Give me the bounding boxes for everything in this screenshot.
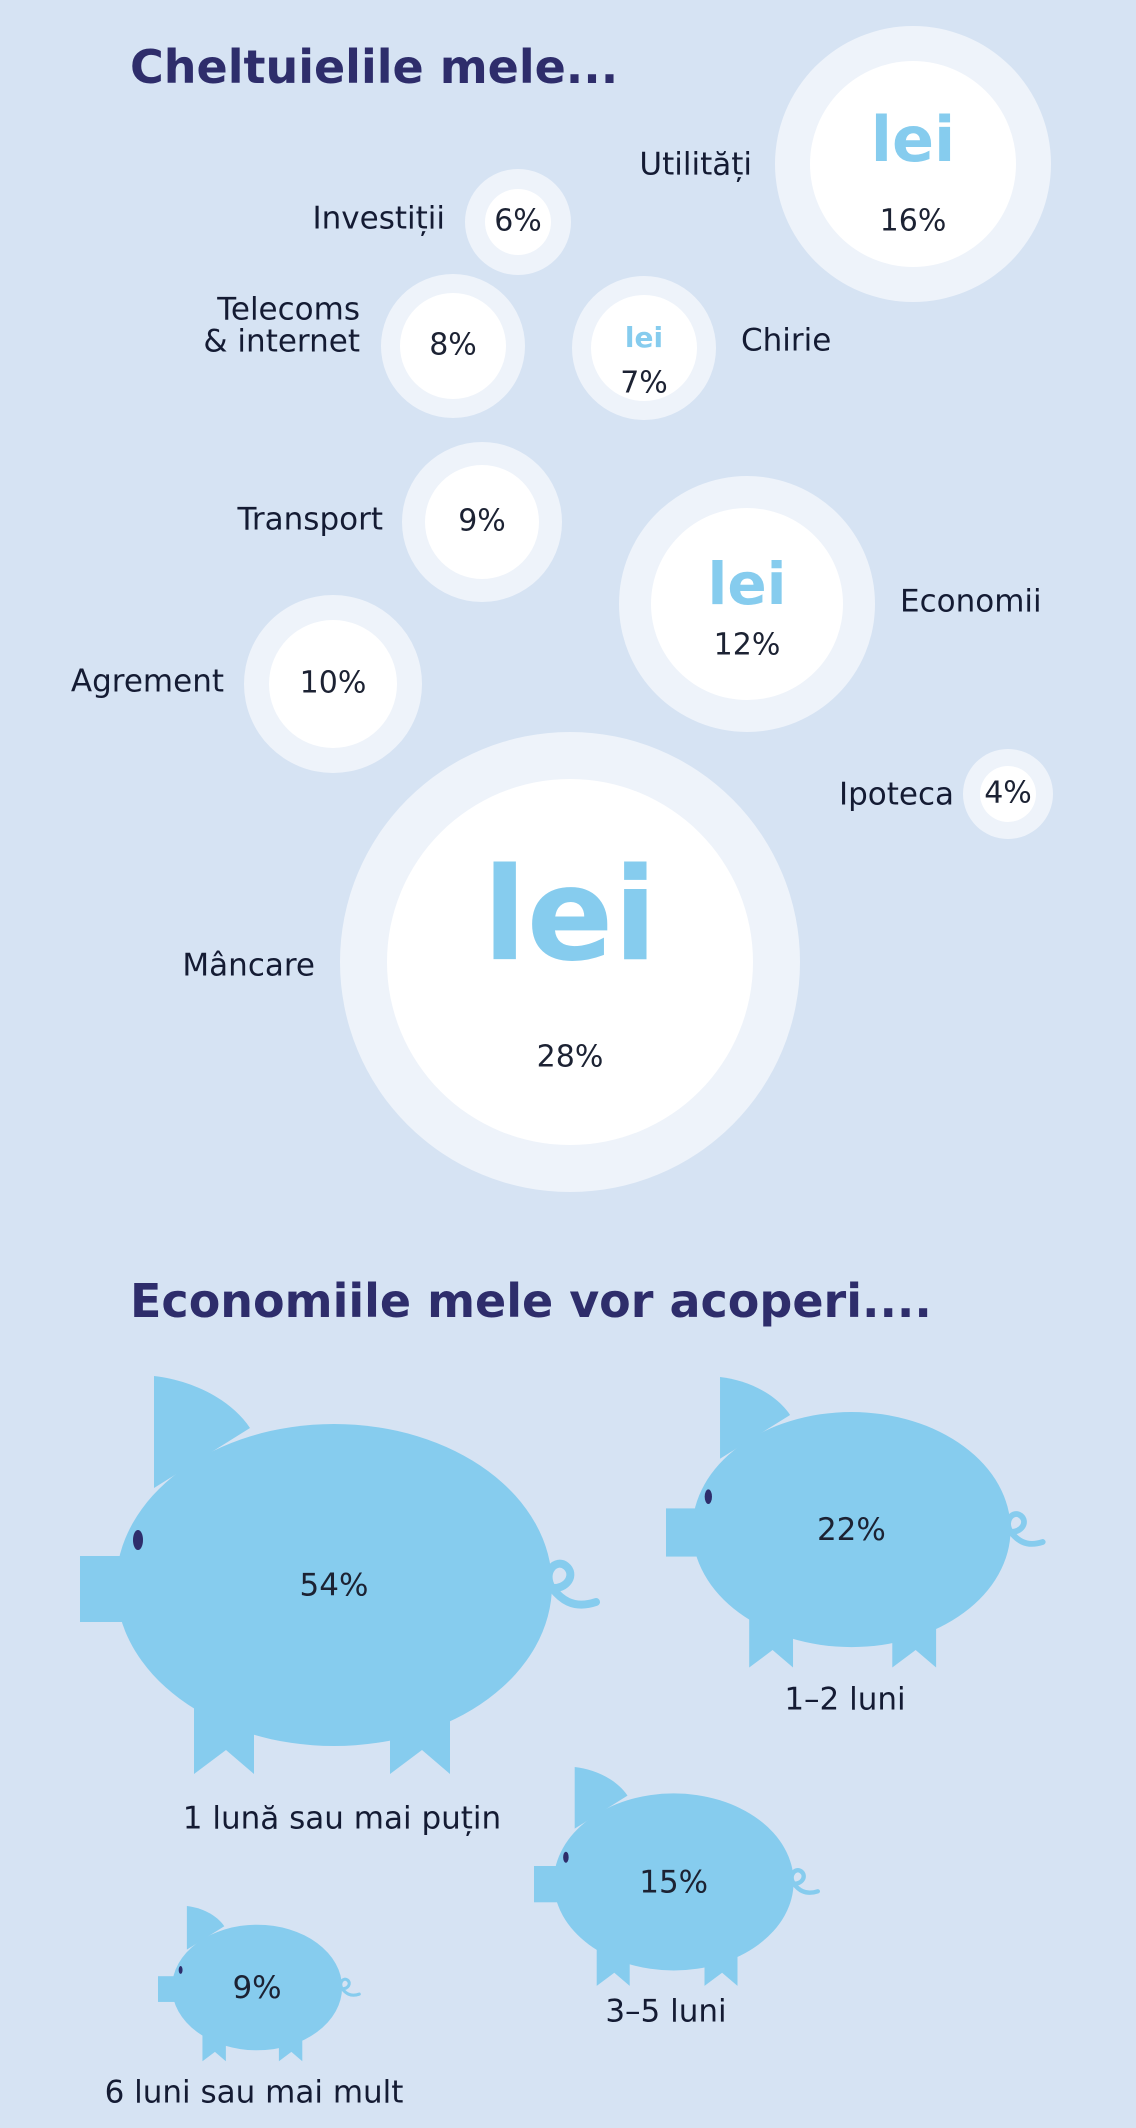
pig-group-1-2-luni: 22% 1–2 luni — [666, 1377, 1046, 1718]
pig-tail — [339, 1977, 361, 1997]
pig-eye — [178, 1966, 183, 1974]
bubble-percent-label: 7% — [620, 366, 668, 401]
lei-currency-icon: lei — [707, 550, 786, 618]
bubble-investitii: 6% Investiții — [312, 169, 571, 275]
bubble-category-label: Chirie — [741, 323, 831, 359]
bubble-percent-label: 8% — [429, 328, 477, 363]
lei-currency-icon: lei — [871, 103, 956, 176]
bubble-category-label: Ipoteca — [839, 777, 954, 813]
pig-group-3-5-luni: 15% 3–5 luni — [534, 1767, 821, 2030]
bubble-mancare: lei 28% Mâncare — [182, 732, 800, 1192]
bubble-percent-label: 6% — [494, 204, 542, 239]
bubble-inner-circle — [387, 779, 753, 1145]
pig-tail — [789, 1868, 821, 1895]
pig-body — [116, 1424, 552, 1746]
piggy-bank-icon — [534, 1767, 821, 1986]
pig-group-6-luni-sau-mai-mult: 9% 6 luni sau mai mult — [105, 1906, 404, 2111]
bubble-inner-circle — [485, 189, 551, 255]
piggy-bank-icon — [80, 1376, 600, 1774]
pig-tail — [544, 1559, 600, 1609]
expenses-title: Cheltuielile mele... — [130, 40, 618, 94]
bubble-utilitati: lei 16% Utilități — [639, 26, 1051, 302]
bubble-chirie: lei 7% Chirie — [572, 276, 831, 420]
bubble-percent-label: 12% — [714, 628, 781, 663]
bubble-category-label: & internet — [203, 324, 360, 360]
bubble-percent-label: 4% — [984, 776, 1032, 811]
pig-duration-label: 3–5 luni — [605, 1994, 726, 2030]
pig-eye — [133, 1530, 143, 1550]
bubble-ipoteca: 4% Ipoteca — [839, 749, 1053, 839]
pig-body — [692, 1412, 1011, 1648]
bubble-percent-label: 10% — [300, 666, 367, 701]
bubble-inner-circle — [651, 508, 843, 700]
bubble-transport: 9% Transport — [237, 442, 562, 602]
bubble-category-label: Economii — [900, 584, 1042, 620]
bubble-category-label: Investiții — [312, 201, 445, 237]
bubble-inner-circle — [425, 465, 539, 579]
lei-currency-icon: lei — [483, 841, 658, 990]
bubble-percent-label: 9% — [458, 504, 506, 539]
pig-percent-label: 54% — [300, 1568, 369, 1604]
pig-group-1-luna-sau-mai-putin: 54% 1 lună sau mai puțin — [80, 1376, 600, 1837]
pig-percent-label: 22% — [817, 1512, 886, 1548]
bubble-category-label: Agrement — [71, 664, 224, 700]
bubble-inner-circle — [591, 295, 697, 401]
pig-ear — [186, 1906, 225, 1950]
pig-percent-label: 9% — [232, 1970, 281, 2006]
pig-duration-label: 6 luni sau mai mult — [105, 2075, 404, 2111]
piggy-bank-icon — [666, 1377, 1046, 1668]
lei-currency-icon: lei — [625, 321, 663, 354]
expense-bubbles: lei 16% Utilități 6% Investiții 8% Telecoms& i… — [71, 26, 1053, 1192]
piggy-bank-icon — [158, 1906, 361, 2062]
pig-snout — [158, 1976, 187, 2002]
bubble-category-label: Transport — [237, 502, 383, 538]
bubble-inner-circle — [400, 293, 506, 399]
bubble-inner-circle — [810, 61, 1016, 267]
bubble-inner-circle — [980, 766, 1036, 822]
bubble-percent-label: 16% — [880, 204, 947, 239]
savings-title: Economiile mele vor acoperi.... — [130, 1274, 932, 1328]
bubble-category-label: Mâncare — [182, 948, 315, 984]
pig-body — [553, 1793, 794, 1971]
pig-eye — [563, 1851, 569, 1863]
bubble-inner-circle — [269, 620, 397, 748]
pig-duration-label: 1 lună sau mai puțin — [183, 1801, 501, 1837]
bubble-category-label: Utilități — [639, 147, 752, 183]
bubble-percent-label: 28% — [537, 1040, 604, 1075]
pig-percent-label: 15% — [639, 1864, 708, 1900]
pig-ear — [720, 1377, 791, 1459]
pig-snout — [80, 1556, 152, 1622]
bubble-telecoms-internet: 8% Telecoms& internet — [203, 274, 525, 418]
pig-snout — [534, 1866, 574, 1903]
pig-ear — [154, 1376, 250, 1488]
pig-eye — [704, 1489, 712, 1505]
bubble-category-label: Telecoms — [216, 292, 360, 328]
pig-body — [172, 1924, 343, 2051]
pig-snout — [666, 1508, 719, 1557]
pig-duration-label: 1–2 luni — [784, 1682, 905, 1718]
savings-pigs: 54% 1 lună sau mai puțin 22% 1–2 luni 15% 3–5… — [80, 1376, 1046, 2111]
pig-ear — [574, 1767, 628, 1829]
pig-tail — [1005, 1511, 1046, 1547]
bubble-agrement: 10% Agrement — [71, 595, 422, 773]
bubble-economii: lei 12% Economii — [619, 476, 1042, 732]
